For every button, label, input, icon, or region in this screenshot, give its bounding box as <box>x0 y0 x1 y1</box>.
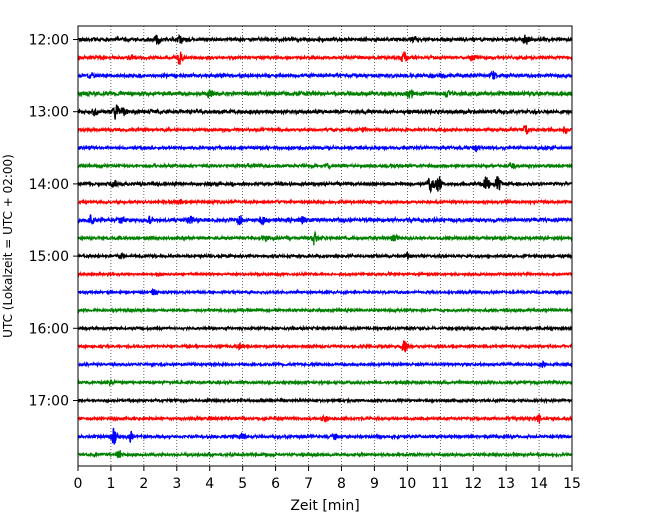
y-tick-label: 14:00 <box>29 177 69 193</box>
seismic-trace <box>77 340 573 353</box>
seismic-trace <box>77 324 573 333</box>
seismic-trace <box>77 287 573 296</box>
seismic-trace <box>77 449 573 459</box>
seismic-trace <box>77 88 573 99</box>
x-tick-label: 8 <box>337 476 346 492</box>
seismic-trace <box>77 230 573 246</box>
y-axis-ticks: 12:00 13:00 14:00 15:00 16:00 17:00 <box>29 33 78 410</box>
x-axis-ticks: 0 1 2 3 4 5 6 7 8 9 10 11 12 13 14 15 <box>74 466 581 492</box>
seismic-trace <box>77 33 573 46</box>
seismic-trace <box>77 124 573 136</box>
x-tick-label: 12 <box>464 476 482 492</box>
seismic-trace <box>77 360 573 369</box>
x-tick-label: 10 <box>398 476 416 492</box>
seismic-trace <box>77 251 573 260</box>
seismic-trace <box>77 104 573 120</box>
y-tick-label: 16:00 <box>29 321 69 337</box>
seismic-trace <box>77 143 573 153</box>
trace-group <box>77 33 573 459</box>
y-axis-label: UTC (Lokalzeit = UTC + 02:00) <box>1 154 15 338</box>
x-tick-label: 4 <box>205 476 214 492</box>
seismic-trace <box>77 396 573 405</box>
x-tick-label: 0 <box>74 476 83 492</box>
x-axis-label: Zeit [min] <box>290 498 359 514</box>
y-tick-label: 15:00 <box>29 249 69 265</box>
x-tick-label: 7 <box>304 476 313 492</box>
x-tick-label: 5 <box>238 476 247 492</box>
seismic-trace <box>77 306 573 314</box>
x-tick-label: 15 <box>563 476 581 492</box>
seismic-trace <box>77 51 573 65</box>
seismic-trace <box>77 176 573 194</box>
x-tick-label: 1 <box>106 476 115 492</box>
y-tick-label: 17:00 <box>29 394 69 410</box>
seismic-trace <box>77 270 573 278</box>
x-tick-label: 6 <box>271 476 280 492</box>
seismic-trace <box>77 198 573 206</box>
seismic-trace <box>77 213 573 226</box>
x-tick-label: 9 <box>370 476 379 492</box>
vertical-grid <box>110 26 540 466</box>
x-tick-label: 14 <box>530 476 548 492</box>
seismic-trace <box>77 70 573 80</box>
seismic-trace <box>77 427 573 445</box>
y-tick-label: 12:00 <box>29 33 69 49</box>
plot-background <box>78 26 572 466</box>
x-tick-label: 2 <box>139 476 148 492</box>
x-tick-label: 3 <box>172 476 181 492</box>
x-tick-label: 13 <box>497 476 515 492</box>
seismic-trace <box>77 412 573 424</box>
seismic-trace <box>77 161 573 171</box>
x-tick-label: 11 <box>431 476 449 492</box>
y-tick-label: 13:00 <box>29 105 69 121</box>
seismic-trace <box>77 378 573 387</box>
plot-frame <box>77 25 573 467</box>
